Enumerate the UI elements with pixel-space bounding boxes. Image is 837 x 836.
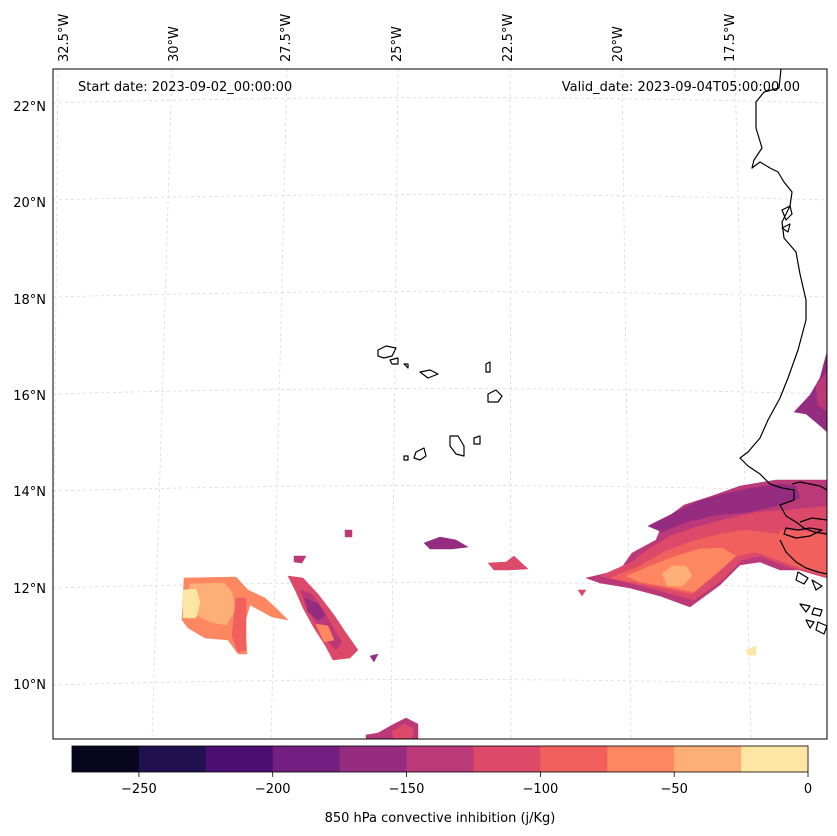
- lon-label-32-5: 32.5°W: [57, 14, 72, 62]
- colorbar-swatch: [607, 746, 675, 772]
- lat-label-22: 22°N: [13, 100, 46, 115]
- cbar-tick-label: −250: [121, 782, 157, 797]
- colorbar-ticks: [138, 772, 809, 777]
- gridline-lon-27-5: [270, 69, 288, 739]
- gridline-lat-22: [53, 97, 827, 104]
- cbar-tick-label: 0: [804, 782, 812, 797]
- colorbar-swatch: [473, 746, 541, 772]
- colorbar-frame: [71, 745, 809, 773]
- gridline-lat-18: [53, 291, 827, 298]
- gridline-lon-17-5: [734, 69, 752, 739]
- lon-tick-labels: 32.5°W 30°W 27.5°W 25°W 22.5°W 20°W 17.5…: [57, 14, 738, 62]
- senegal-river-mouth: [791, 481, 827, 491]
- island-sao-vicente: [389, 357, 399, 365]
- gridline-lat-20: [53, 194, 827, 201]
- cin-area-northeast: [793, 351, 827, 433]
- cin-area-west-core: [182, 588, 201, 619]
- cin-area-patch-f: [577, 589, 587, 597]
- colorbar-swatch: [406, 746, 474, 772]
- cin-area-patch-a: [293, 555, 307, 564]
- map-frame: [52, 68, 828, 740]
- island-boa-vista: [487, 389, 503, 403]
- colorbar-swatch: [540, 746, 608, 772]
- colorbar: −250 −200 −150 −100 −50 0 850 hPa convec…: [71, 745, 812, 826]
- island-santo-antao: [377, 345, 397, 359]
- gambia-outline: [783, 527, 823, 539]
- lon-label-27-5: 27.5°W: [279, 14, 294, 62]
- graticule: [53, 69, 827, 739]
- africa-coastline: [739, 69, 827, 535]
- start-date-label: Start date: 2023-09-02_00:00:00: [78, 80, 292, 95]
- lat-label-12: 12°N: [13, 582, 46, 597]
- coast-islet-b: [781, 223, 791, 233]
- gridline-lon-25: [390, 69, 399, 739]
- colorbar-swatch: [674, 746, 742, 772]
- colorbar-swatch: [138, 746, 207, 772]
- island-santiago: [449, 435, 465, 457]
- colorbar-swatches: [72, 746, 809, 772]
- lat-tick-labels: 22°N 20°N 18°N 16°N 14°N 12°N 10°N: [13, 100, 46, 693]
- colorbar-swatch: [339, 746, 408, 772]
- cin-area-band-spot: [315, 623, 335, 643]
- colorbar-swatch: [272, 746, 341, 772]
- lat-label-20: 20°N: [13, 196, 46, 211]
- coast-islet-a: [781, 205, 793, 221]
- bissau-islands: [795, 571, 823, 591]
- cbar-tick-label: −150: [389, 782, 425, 797]
- colorbar-tick-labels: −250 −200 −150 −100 −50 0: [121, 782, 812, 797]
- cbar-tick-label: −100: [523, 782, 559, 797]
- gridline-lon-22-5: [509, 69, 512, 739]
- gridline-lon-20: [621, 69, 632, 739]
- cin-area-east-core: [661, 565, 693, 587]
- gridline-lat-16: [53, 388, 827, 395]
- cin-area-patch-c: [423, 536, 469, 550]
- colorbar-title: 850 hPa convective inhibition (j/Kg): [325, 811, 556, 826]
- lon-label-22-5: 22.5°W: [501, 14, 516, 62]
- lat-label-18: 18°N: [13, 293, 46, 308]
- cin-area-patch-d: [487, 555, 529, 571]
- colorbar-swatch: [72, 746, 140, 772]
- valid-date-label: Valid_date: 2023-09-04T05:00:00.00: [562, 80, 800, 95]
- island-santa-luzia: [403, 363, 409, 369]
- lat-label-14: 14°N: [13, 485, 46, 500]
- bijagos-islands: [799, 603, 827, 635]
- cbar-tick-label: −200: [255, 782, 291, 797]
- senegal-river-coast: [799, 517, 827, 523]
- colorbar-swatch: [741, 746, 809, 772]
- cbar-tick-label: −50: [660, 782, 687, 797]
- cin-area-patch-g: [745, 645, 757, 656]
- lat-label-16: 16°N: [13, 389, 46, 404]
- cin-area-east-purple: [647, 483, 801, 533]
- island-sal: [485, 361, 491, 373]
- guinea-bissau-coast: [779, 539, 827, 575]
- lon-label-17-5: 17.5°W: [723, 14, 738, 62]
- lon-label-20: 20°W: [611, 26, 626, 62]
- cin-area-band-core: [304, 597, 327, 621]
- gridline-lon-30: [151, 69, 173, 739]
- colorbar-swatch: [205, 746, 274, 772]
- lat-label-10: 10°N: [13, 678, 46, 693]
- cin-contours: [181, 351, 827, 739]
- coastlines: [377, 69, 827, 635]
- cin-area-west-edge: [231, 597, 247, 653]
- gridline-lat-14: [53, 485, 827, 492]
- gridline-lat-10: [53, 679, 827, 686]
- island-fogo: [413, 447, 427, 461]
- cin-area-south-inner: [391, 723, 415, 739]
- island-sao-nicolau: [419, 369, 439, 379]
- lon-label-30: 30°W: [167, 26, 182, 62]
- island-brava: [403, 455, 409, 461]
- cin-area-patch-b: [344, 529, 353, 538]
- cin-area-northeast-inner: [815, 371, 827, 413]
- cin-area-patch-e: [369, 653, 379, 663]
- gridline-lat-12: [53, 582, 827, 589]
- lon-label-25: 25°W: [390, 26, 405, 62]
- map-panel: Start date: 2023-09-02_00:00:00 Valid_da…: [13, 14, 828, 740]
- island-maio: [473, 435, 481, 445]
